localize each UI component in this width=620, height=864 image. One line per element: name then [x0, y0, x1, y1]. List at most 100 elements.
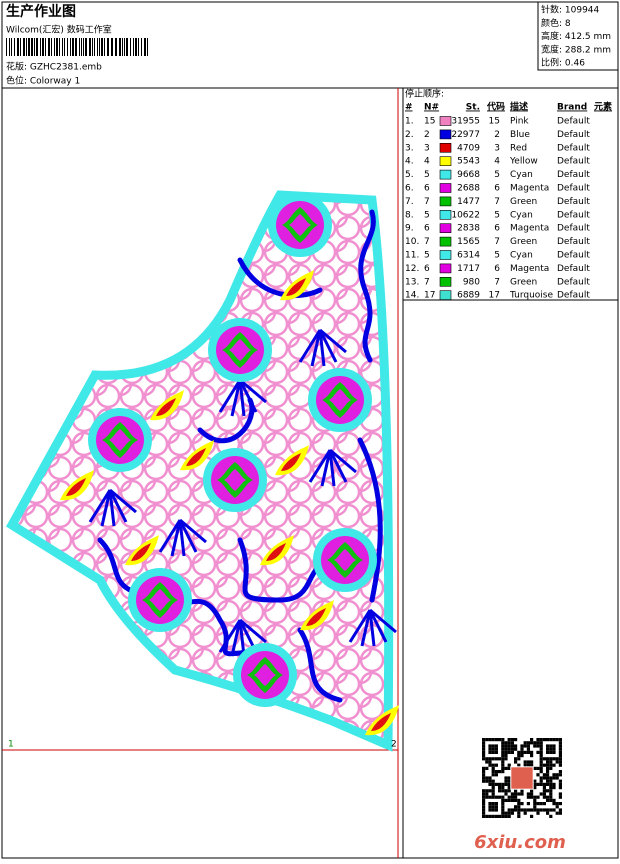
qr-cell — [504, 792, 508, 796]
bar-stripe — [111, 38, 113, 56]
table-cell: 5 — [494, 210, 500, 220]
table-cell: 7 — [494, 277, 500, 287]
table-cell: 10. — [405, 237, 419, 247]
table-cell: Default — [557, 130, 590, 140]
qr-cell — [536, 766, 540, 770]
qr-cell — [542, 773, 546, 777]
qr-cell — [526, 808, 530, 812]
qr-cell — [536, 773, 540, 777]
table-cell: 22977 — [451, 130, 480, 140]
qr-cell — [504, 776, 508, 780]
qr-cell — [526, 763, 530, 767]
qr-cell — [546, 747, 550, 751]
qr-cell — [504, 750, 508, 754]
qr-cell — [504, 747, 508, 751]
qr-cell — [501, 808, 505, 812]
qr-cell — [530, 738, 534, 742]
qr-cell — [555, 802, 559, 806]
info-line: 比例: 0.46 — [541, 57, 585, 69]
bar-stripe — [11, 38, 12, 56]
table-cell: Default — [557, 170, 590, 180]
qr-cell — [533, 786, 537, 790]
qr-cell — [549, 766, 553, 770]
qr-cell — [514, 789, 518, 793]
table-cell: 7. — [405, 197, 414, 207]
qr-cell — [501, 798, 505, 802]
qr-cell — [488, 744, 492, 748]
qr-cell — [498, 738, 502, 742]
qr-cell — [507, 776, 511, 780]
qr-cell — [517, 792, 521, 796]
qr-cell — [491, 795, 495, 799]
qr-cell — [549, 795, 553, 799]
bar-stripe — [56, 38, 58, 56]
qr-cell — [558, 808, 562, 812]
qr-cell — [510, 738, 514, 742]
color-swatch — [439, 210, 452, 220]
qr-cell — [520, 802, 524, 806]
qr-cell — [549, 792, 553, 796]
bar-stripe — [14, 38, 15, 56]
table-cell: 1. — [405, 117, 414, 127]
qr-cell — [546, 750, 550, 754]
qr-cell — [533, 782, 537, 786]
bar-stripe — [62, 38, 63, 56]
qr-cell — [482, 747, 486, 751]
info-line: 高度: 412.5 mm — [541, 30, 611, 42]
table-cell: 4 — [424, 157, 430, 167]
qr-cell — [485, 779, 489, 783]
qr-cell — [501, 782, 505, 786]
qr-cell — [482, 757, 486, 761]
qr-cell — [520, 792, 524, 796]
color-swatch — [439, 143, 452, 153]
qr-cell — [485, 795, 489, 799]
qr-cell — [482, 738, 486, 742]
column-header: 描述 — [510, 101, 528, 113]
qr-cell — [514, 738, 518, 742]
qr-cell — [530, 750, 534, 754]
bar-stripe — [40, 38, 41, 56]
color-swatch — [439, 129, 452, 140]
qr-cell — [530, 760, 534, 764]
qr-cell — [523, 808, 527, 812]
qr-logo — [510, 766, 534, 790]
qr-cell — [558, 792, 562, 796]
qr-cell — [498, 770, 502, 774]
bar-stripe — [147, 38, 148, 56]
qr-cell — [494, 795, 498, 799]
qr-cell — [552, 776, 556, 780]
qr-cell — [504, 789, 508, 793]
color-swatch — [439, 223, 452, 233]
column-header: St. — [466, 103, 480, 113]
bar-stripe — [133, 38, 134, 56]
qr-cell — [555, 757, 559, 761]
qr-cell — [546, 770, 550, 774]
qr-cell — [482, 750, 486, 754]
bar-stripe — [67, 38, 68, 56]
qr-cell — [530, 795, 534, 799]
qr-cell — [507, 811, 511, 815]
table-cell: Default — [557, 277, 590, 287]
qr-cell — [549, 760, 553, 764]
qr-cell — [533, 744, 537, 748]
qr-cell — [546, 811, 550, 815]
qr-cell — [549, 744, 553, 748]
qr-cell — [498, 789, 502, 793]
qr-cell — [517, 811, 521, 815]
qr-cell — [536, 795, 540, 799]
qr-cell — [542, 763, 546, 767]
qr-cell — [494, 763, 498, 767]
qr-cell — [491, 770, 495, 774]
color-swatch — [439, 236, 452, 247]
qr-cell — [549, 776, 553, 780]
qr-cell — [552, 763, 556, 767]
qr-cell — [520, 747, 524, 751]
qr-cell — [555, 776, 559, 780]
qr-cell — [536, 808, 540, 812]
color-swatch — [439, 263, 452, 274]
qr-cell — [498, 814, 502, 818]
table-cell: Default — [557, 117, 590, 127]
qr-cell — [546, 795, 550, 799]
qr-cell — [539, 738, 543, 742]
table-cell: Default — [557, 197, 590, 207]
